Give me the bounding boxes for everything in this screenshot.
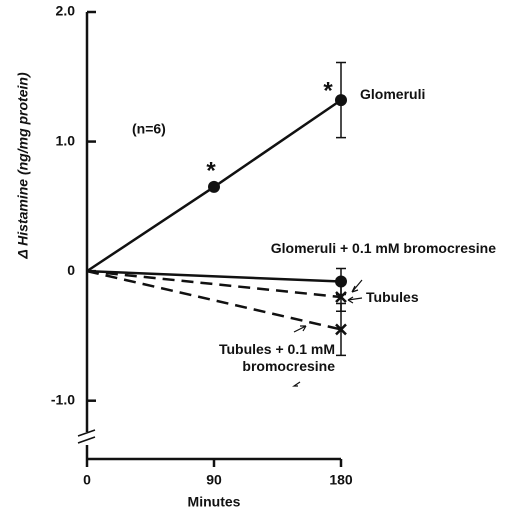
series-label: Tubules bbox=[366, 289, 419, 305]
series-line bbox=[86, 269, 342, 299]
x-axis-label: Minutes bbox=[188, 494, 241, 510]
annotation: * bbox=[206, 157, 216, 184]
x-tick-label: 90 bbox=[206, 472, 222, 488]
series-label: Glomeruli bbox=[360, 86, 426, 102]
y-tick-label: 0 bbox=[67, 262, 75, 278]
y-tick-label: -1.0 bbox=[51, 391, 75, 407]
annotation: (n=6) bbox=[132, 121, 166, 137]
series-line bbox=[86, 269, 342, 283]
axis-break bbox=[77, 436, 96, 444]
series-label: Tubules + 0.1 mM bromocresine bbox=[218, 341, 335, 374]
marker bbox=[208, 180, 220, 193]
series-label: Glomeruli + 0.1 mM bromocresine bbox=[270, 240, 496, 256]
x-tick-label: 0 bbox=[83, 472, 91, 488]
y-axis-label: Δ Histamine (ng/mg protein) bbox=[15, 72, 31, 260]
series-line bbox=[86, 269, 342, 331]
leader bbox=[347, 296, 363, 304]
marker bbox=[335, 323, 347, 336]
marker bbox=[335, 291, 347, 303]
y-tick-label: 1.0 bbox=[56, 132, 76, 148]
leader bbox=[293, 325, 307, 333]
x-tick-label: 180 bbox=[329, 472, 353, 488]
axis-break bbox=[77, 429, 96, 437]
marker bbox=[335, 275, 347, 288]
annotation: * bbox=[323, 77, 333, 104]
y-tick-label: 2.0 bbox=[56, 3, 76, 19]
leader bbox=[292, 381, 301, 387]
leader bbox=[351, 279, 363, 293]
marker bbox=[335, 94, 347, 107]
